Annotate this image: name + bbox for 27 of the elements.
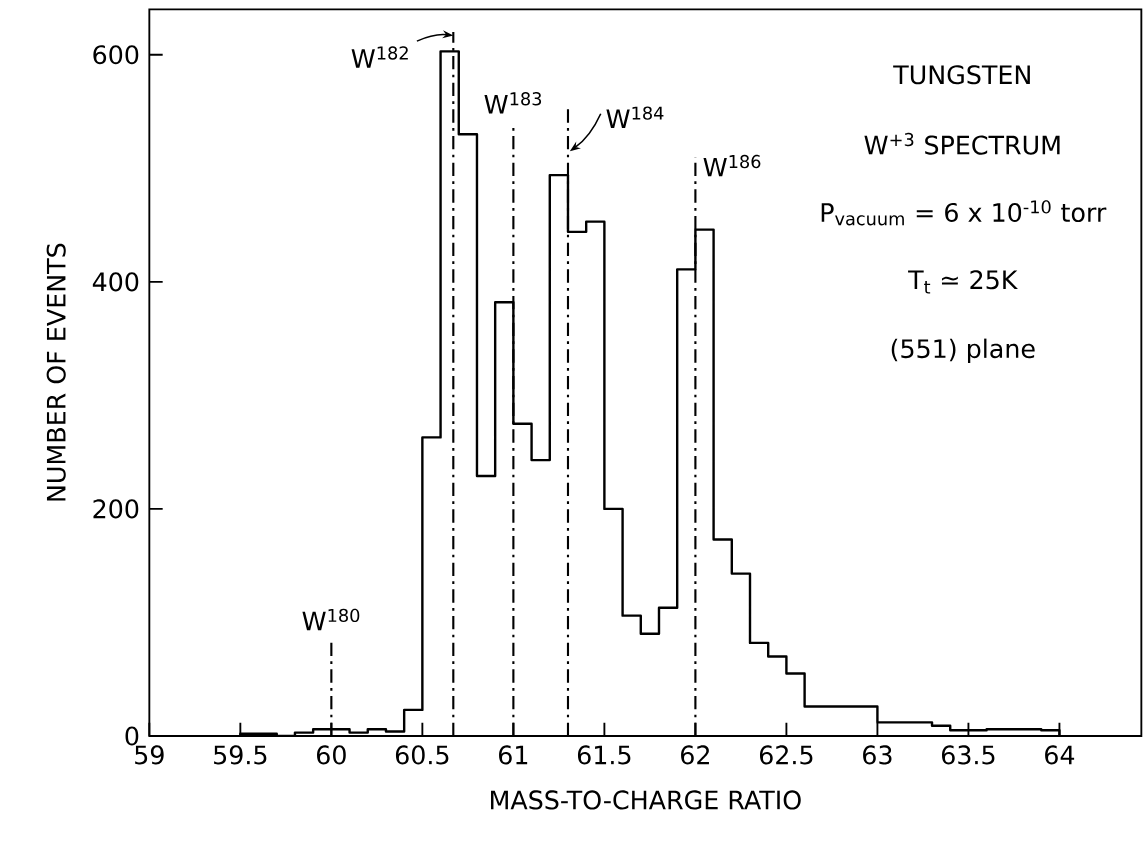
ref-line-label: W$^{183}$ — [484, 92, 542, 114]
y-tick-label: 600 — [93, 45, 139, 65]
y-axis-title: NUMBER OF EVENTS — [46, 243, 66, 501]
x-tick-label: 63.5 — [942, 745, 995, 765]
y-tick-label: 0 — [125, 726, 139, 746]
x-tick-label: 62.5 — [759, 745, 813, 765]
annotation: TUNGSTEN — [893, 65, 1030, 85]
x-tick-label: 62 — [681, 745, 709, 765]
x-axis-title: MASS-TO-CHARGE RATIO — [491, 790, 801, 810]
annotation: P$_{vacuum}$ = 6 x 10$^{-10}$ torr — [821, 200, 1107, 226]
annotation: W$^{+3}$ SPECTRUM — [864, 132, 1060, 155]
annotation: T$_{t}$ ≃ 25K — [908, 270, 1018, 294]
ref-line-label: W$^{186}$ — [703, 155, 761, 177]
ref-line-label: W$^{184}$ — [606, 106, 664, 129]
x-tick-label: 59 — [135, 745, 164, 765]
x-tick-label: 59.5 — [214, 745, 267, 765]
x-tick-label: 60.5 — [395, 745, 449, 765]
x-tick-label: 61.5 — [577, 745, 631, 765]
x-tick-label: 61 — [499, 745, 528, 765]
ref-line-label: W$^{182}$ — [351, 46, 408, 68]
annotation: (551) plane — [891, 338, 1035, 364]
ref-line-label: W$^{180}$ — [302, 608, 360, 631]
y-tick-label: 200 — [93, 499, 139, 519]
x-tick-label: 63 — [863, 745, 892, 765]
x-tick-label: 60 — [317, 745, 346, 765]
x-tick-label: 64 — [1045, 745, 1075, 765]
y-tick-label: 400 — [92, 272, 139, 292]
